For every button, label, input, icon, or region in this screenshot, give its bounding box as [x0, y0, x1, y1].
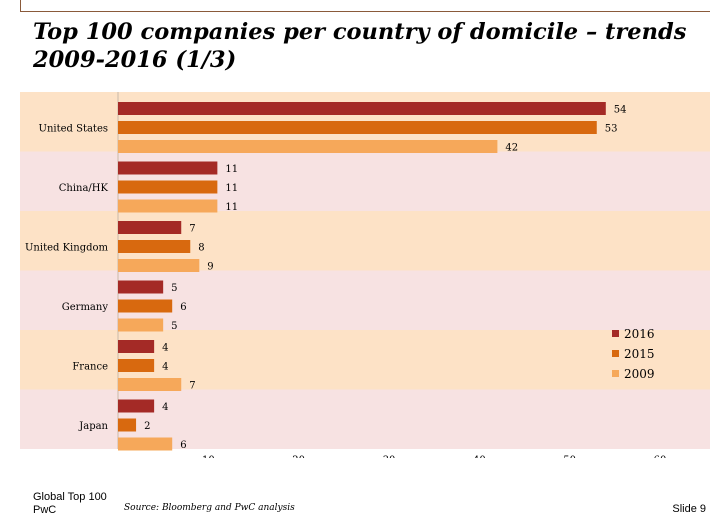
- bar: [118, 280, 164, 294]
- bar: [118, 340, 155, 353]
- bar: [118, 378, 182, 391]
- legend-label: 2016: [624, 327, 655, 341]
- data-label: 8: [198, 243, 204, 254]
- data-label: 6: [180, 302, 186, 313]
- category-label: Japan: [78, 421, 108, 432]
- bar: [118, 359, 155, 372]
- decorative-corner-line: [20, 0, 710, 12]
- data-label: 2: [144, 421, 150, 432]
- data-label: 11: [225, 164, 238, 175]
- page-title: Top 100 companies per country of domicil…: [33, 19, 687, 73]
- bar: [118, 121, 597, 134]
- category-label: United States: [39, 124, 108, 135]
- x-tick-label: 50: [563, 455, 576, 458]
- bar: [118, 161, 218, 175]
- bar: [118, 299, 173, 313]
- source-note: Source: Bloomberg and PwC analysis: [124, 503, 295, 513]
- data-label: 9: [207, 262, 213, 273]
- data-label: 5: [171, 321, 177, 332]
- bar: [118, 418, 137, 432]
- x-tick-label: 20: [292, 455, 305, 458]
- bar: [118, 221, 182, 234]
- footer-left: Global Top 100 PwC: [33, 491, 107, 517]
- data-label: 7: [189, 224, 195, 235]
- legend-swatch: [612, 370, 619, 377]
- data-label: 54: [614, 105, 627, 116]
- bar: [118, 240, 191, 253]
- bar: [118, 318, 164, 332]
- category-label: China/HK: [59, 183, 109, 194]
- footer-company-name: PwC: [33, 504, 57, 516]
- bar: [118, 180, 218, 194]
- data-label: 5: [171, 283, 177, 294]
- legend-swatch: [612, 350, 619, 357]
- data-label: 11: [225, 202, 238, 213]
- bar: [118, 399, 155, 413]
- legend-label: 2009: [624, 367, 655, 381]
- data-label: 53: [605, 124, 618, 135]
- data-label: 7: [189, 381, 195, 392]
- category-label: United Kingdom: [25, 243, 109, 254]
- category-label: France: [72, 362, 108, 373]
- x-tick-label: -: [116, 455, 119, 458]
- bar-chart: United States 54 53 42 China/HK 11 11 11 United …: [20, 92, 710, 482]
- category-label: Germany: [62, 302, 109, 313]
- data-label: 42: [505, 143, 518, 154]
- footer-report-name: Global Top 100: [33, 491, 107, 503]
- x-tick-label: 60: [654, 455, 667, 458]
- slide-number: Slide 9: [672, 503, 706, 515]
- bar: [118, 437, 173, 451]
- data-label: 4: [162, 362, 168, 373]
- bar: [118, 140, 498, 153]
- x-tick-label: 10: [202, 455, 215, 458]
- x-tick-label: 30: [383, 455, 396, 458]
- data-label: 6: [180, 440, 186, 451]
- bar: [118, 199, 218, 213]
- data-label: 4: [162, 402, 168, 413]
- data-label: 4: [162, 343, 168, 354]
- data-label: 11: [225, 183, 238, 194]
- bar: [118, 102, 606, 115]
- x-tick-label: 40: [473, 455, 486, 458]
- chart-svg: United States545342China/HK111111United …: [20, 92, 710, 482]
- legend-label: 2015: [624, 347, 655, 361]
- bar: [118, 259, 200, 272]
- legend-swatch: [612, 330, 619, 337]
